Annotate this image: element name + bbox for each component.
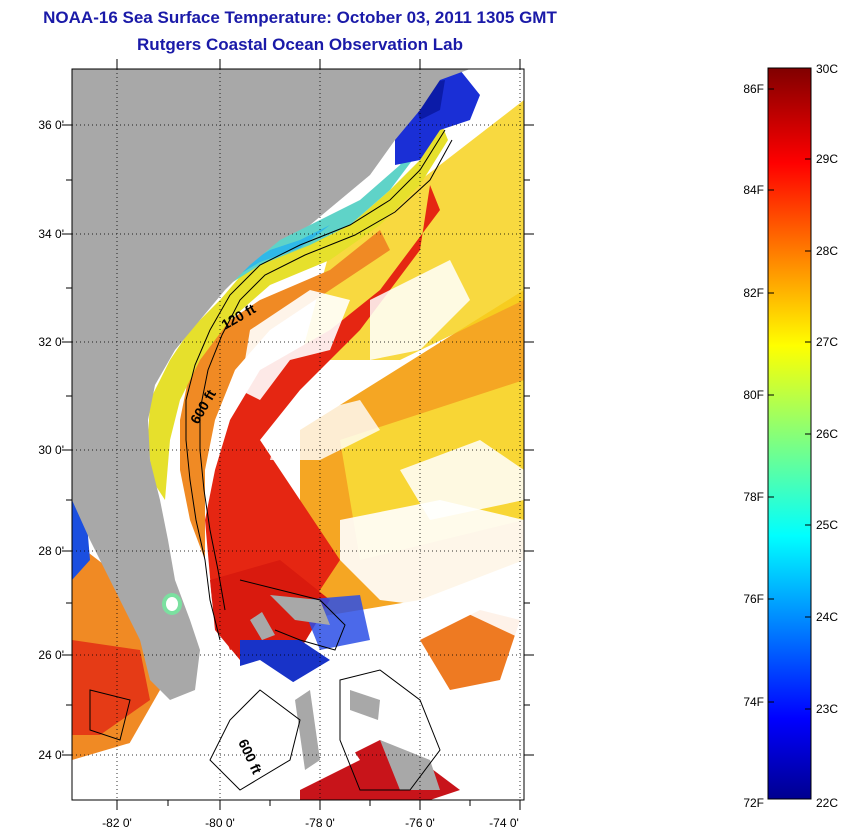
colorbar <box>767 67 812 800</box>
colorbar-label-22c: 22C <box>816 796 839 810</box>
lat-label-34: 34 0' <box>38 227 64 241</box>
lat-label-24: 24 0' <box>38 748 64 762</box>
colorbar-label-26c: 26C <box>816 427 839 441</box>
colorbar-label-72f: 72F <box>743 796 764 810</box>
lon-label-76: -76 0' <box>405 816 435 830</box>
colorbar-label-30c: 30C <box>816 62 839 76</box>
lat-label-28: 28 0' <box>38 544 64 558</box>
colorbar-label-28c: 28C <box>816 244 839 258</box>
lat-label-26: 26 0' <box>38 648 64 662</box>
colorbar-label-25c: 25C <box>816 518 839 532</box>
colorbar-label-82f: 82F <box>743 286 764 300</box>
colorbar-label-86f: 86F <box>743 82 764 96</box>
axis-ticks <box>62 59 534 810</box>
graticule <box>72 69 524 800</box>
lon-label-80: -80 0' <box>205 816 235 830</box>
map-title: NOAA-16 Sea Surface Temperature: October… <box>43 8 557 27</box>
lon-label-78: -78 0' <box>305 816 335 830</box>
lon-label-74: -74 0' <box>489 816 519 830</box>
colorbar-label-74f: 74F <box>743 695 764 709</box>
lon-label-82: -82 0' <box>102 816 132 830</box>
lat-label-36: 36 0' <box>38 118 64 132</box>
colorbar-label-80f: 80F <box>743 388 764 402</box>
colorbar-label-24c: 24C <box>816 610 839 624</box>
sst-field <box>72 69 524 800</box>
colorbar-ticks <box>768 88 811 710</box>
colorbar-label-78f: 78F <box>743 490 764 504</box>
colorbar-label-84f: 84F <box>743 183 764 197</box>
colorbar-label-29c: 29C <box>816 152 839 166</box>
colorbar-label-27c: 27C <box>816 335 839 349</box>
lat-label-32: 32 0' <box>38 335 64 349</box>
colorbar-label-76f: 76F <box>743 592 764 606</box>
map-subtitle: Rutgers Coastal Ocean Observation Lab <box>137 35 463 54</box>
colorbar-label-23c: 23C <box>816 702 839 716</box>
lat-label-30: 30 0' <box>38 443 64 457</box>
